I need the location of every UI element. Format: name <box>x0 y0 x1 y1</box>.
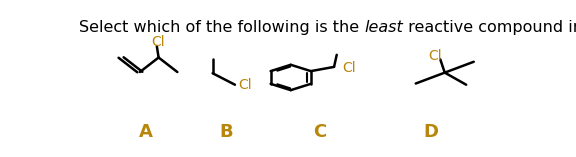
Text: D: D <box>424 123 439 141</box>
Text: Cl: Cl <box>238 78 252 92</box>
Text: C: C <box>313 123 327 141</box>
Text: Cl: Cl <box>151 35 165 49</box>
Text: B: B <box>219 123 233 141</box>
Text: least: least <box>364 20 403 35</box>
Text: Cl: Cl <box>428 49 441 63</box>
Text: Cl: Cl <box>342 61 356 75</box>
Text: Select which of the following is the: Select which of the following is the <box>79 20 364 35</box>
Text: A: A <box>139 123 153 141</box>
Text: reactive compound in an S: reactive compound in an S <box>403 20 576 35</box>
